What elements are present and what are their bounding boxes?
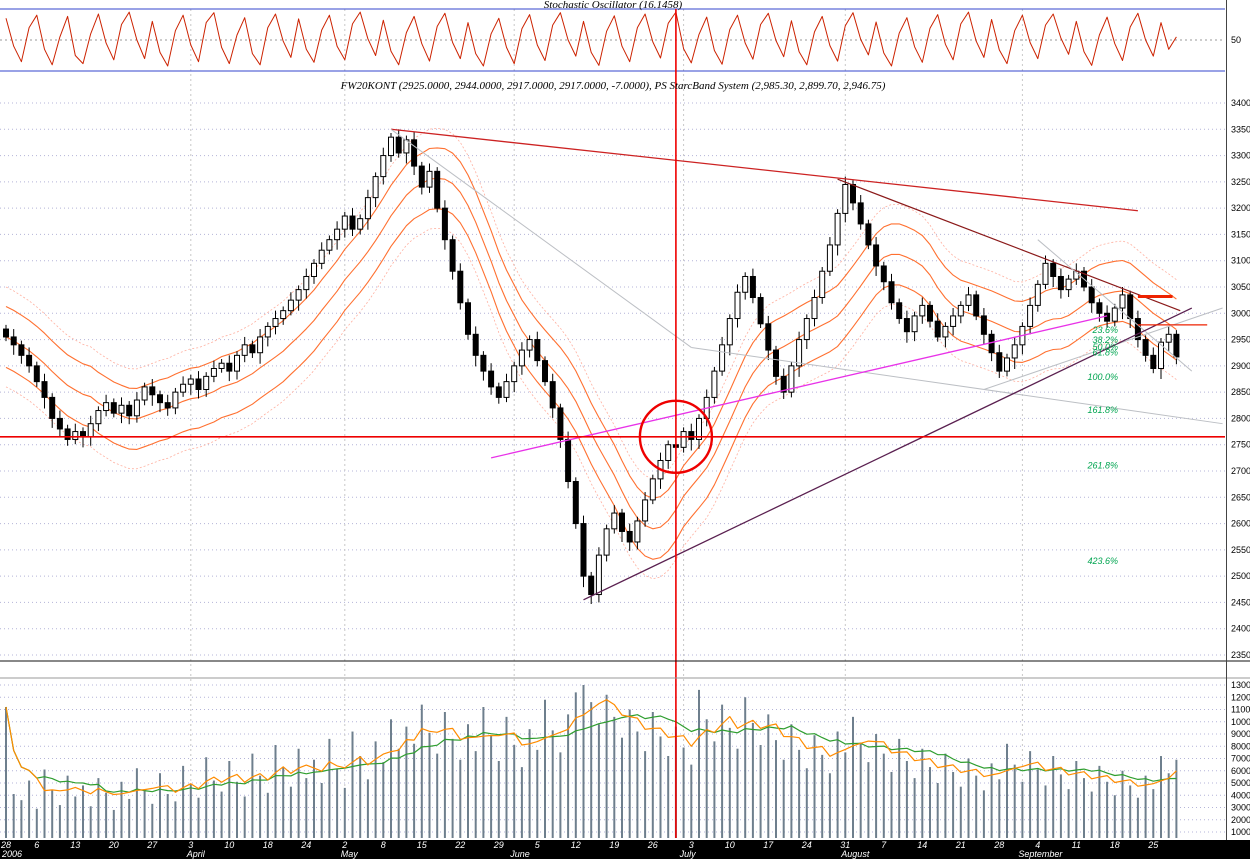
svg-text:31: 31 bbox=[840, 840, 850, 850]
svg-text:7000: 7000 bbox=[1231, 754, 1250, 764]
svg-text:7: 7 bbox=[881, 840, 887, 850]
svg-text:3000: 3000 bbox=[1231, 308, 1250, 318]
svg-text:3050: 3050 bbox=[1231, 282, 1250, 292]
svg-text:423.6%: 423.6% bbox=[1087, 556, 1118, 566]
svg-text:27: 27 bbox=[146, 840, 158, 850]
svg-text:61.8%: 61.8% bbox=[1092, 348, 1118, 358]
x-axis-strip: 28 6 13 20 27 3 10 18 24 2 8 15 22 29 5 12 19 26 3 10 17 24 31… bbox=[0, 840, 1250, 859]
svg-text:3250: 3250 bbox=[1231, 177, 1250, 187]
svg-text:2750: 2750 bbox=[1231, 440, 1250, 450]
svg-text:September: September bbox=[1018, 849, 1063, 859]
stochastic-panel bbox=[0, 8, 1225, 72]
svg-text:6: 6 bbox=[34, 840, 39, 850]
svg-text:2700: 2700 bbox=[1231, 466, 1250, 476]
svg-text:12000: 12000 bbox=[1231, 692, 1250, 702]
svg-text:3: 3 bbox=[689, 840, 694, 850]
svg-text:29: 29 bbox=[493, 840, 504, 850]
svg-text:12: 12 bbox=[571, 840, 581, 850]
svg-text:July: July bbox=[679, 849, 697, 859]
svg-text:11: 11 bbox=[1072, 840, 1081, 850]
svg-text:3000: 3000 bbox=[1231, 803, 1250, 813]
svg-text:28: 28 bbox=[0, 840, 11, 850]
svg-text:2400: 2400 bbox=[1231, 624, 1250, 634]
svg-text:8: 8 bbox=[381, 840, 386, 850]
svg-text:May: May bbox=[341, 849, 359, 859]
svg-text:2450: 2450 bbox=[1231, 597, 1250, 607]
svg-text:3150: 3150 bbox=[1231, 229, 1250, 239]
svg-text:2000: 2000 bbox=[1231, 815, 1250, 825]
svg-text:9000: 9000 bbox=[1231, 729, 1250, 739]
svg-text:3200: 3200 bbox=[1231, 203, 1250, 213]
svg-text:25: 25 bbox=[1147, 840, 1159, 850]
svg-text:5000: 5000 bbox=[1231, 778, 1250, 788]
svg-text:10: 10 bbox=[224, 840, 234, 850]
svg-text:26: 26 bbox=[647, 840, 658, 850]
fibonacci-labels: 23.6%38.2%50.0%61.8% 100.0% 161.8% 261.8% 42… bbox=[1086, 325, 1118, 566]
volume-panel bbox=[5, 685, 1178, 838]
svg-text:3300: 3300 bbox=[1231, 151, 1250, 161]
svg-text:2: 2 bbox=[341, 840, 347, 850]
svg-text:50.0%: 50.0% bbox=[1092, 342, 1118, 352]
svg-text:2800: 2800 bbox=[1231, 413, 1250, 423]
svg-text:28: 28 bbox=[993, 840, 1004, 850]
svg-text:10: 10 bbox=[725, 840, 735, 850]
gridlines bbox=[0, 9, 1225, 838]
svg-text:2550: 2550 bbox=[1231, 545, 1250, 555]
svg-text:13000: 13000 bbox=[1231, 680, 1250, 690]
svg-text:18: 18 bbox=[1110, 840, 1120, 850]
svg-text:4: 4 bbox=[1035, 840, 1040, 850]
svg-text:2950: 2950 bbox=[1231, 335, 1250, 345]
svg-text:2006: 2006 bbox=[1, 849, 22, 859]
svg-text:261.8%: 261.8% bbox=[1086, 461, 1118, 471]
svg-text:22: 22 bbox=[454, 840, 465, 850]
svg-text:3400: 3400 bbox=[1231, 98, 1250, 108]
svg-text:6000: 6000 bbox=[1231, 766, 1250, 776]
svg-text:38.2%: 38.2% bbox=[1092, 335, 1118, 345]
svg-text:21: 21 bbox=[955, 840, 966, 850]
svg-text:2600: 2600 bbox=[1231, 519, 1250, 529]
stochastic-panel-title: Stochastic Oscillator (16.1458) bbox=[543, 0, 683, 11]
price-panel-title: FW20KONT (2925.0000, 2944.0000, 2917.000… bbox=[340, 80, 886, 92]
panel-separators bbox=[0, 0, 1250, 840]
price-panel bbox=[3, 127, 1180, 605]
svg-text:2900: 2900 bbox=[1231, 361, 1250, 371]
svg-text:15: 15 bbox=[417, 840, 428, 850]
svg-text:23.6%: 23.6% bbox=[1091, 325, 1118, 335]
svg-text:3100: 3100 bbox=[1231, 256, 1250, 266]
trendline-annotations bbox=[390, 128, 1223, 601]
svg-text:18: 18 bbox=[263, 840, 273, 850]
svg-text:June: June bbox=[509, 849, 530, 859]
svg-text:2850: 2850 bbox=[1231, 387, 1250, 397]
svg-text:8000: 8000 bbox=[1231, 741, 1250, 751]
svg-text:14: 14 bbox=[917, 840, 927, 850]
svg-text:April: April bbox=[186, 849, 206, 859]
svg-text:20: 20 bbox=[108, 840, 119, 850]
svg-text:100.0%: 100.0% bbox=[1087, 372, 1118, 382]
svg-text:11000: 11000 bbox=[1231, 705, 1250, 715]
svg-text:13: 13 bbox=[70, 840, 80, 850]
svg-text:10000: 10000 bbox=[1231, 717, 1250, 727]
y-axis-labels: 3400 3350 3300 3250 3200 3150 3100 3050 3000 2950… bbox=[1231, 35, 1250, 837]
svg-text:August: August bbox=[840, 849, 870, 859]
svg-text:2650: 2650 bbox=[1231, 492, 1250, 502]
svg-text:1000: 1000 bbox=[1231, 827, 1250, 837]
svg-text:3: 3 bbox=[188, 840, 193, 850]
svg-text:5: 5 bbox=[535, 840, 541, 850]
svg-text:4000: 4000 bbox=[1231, 790, 1250, 800]
svg-text:2500: 2500 bbox=[1231, 571, 1250, 581]
svg-text:19: 19 bbox=[609, 840, 619, 850]
svg-text:3350: 3350 bbox=[1231, 124, 1250, 134]
svg-text:24: 24 bbox=[300, 840, 311, 850]
svg-text:50: 50 bbox=[1231, 35, 1241, 45]
svg-text:161.8%: 161.8% bbox=[1087, 405, 1118, 415]
svg-text:17: 17 bbox=[763, 840, 774, 850]
crosshair-annotation bbox=[0, 9, 1225, 838]
svg-text:2350: 2350 bbox=[1231, 650, 1250, 660]
svg-text:24: 24 bbox=[801, 840, 812, 850]
